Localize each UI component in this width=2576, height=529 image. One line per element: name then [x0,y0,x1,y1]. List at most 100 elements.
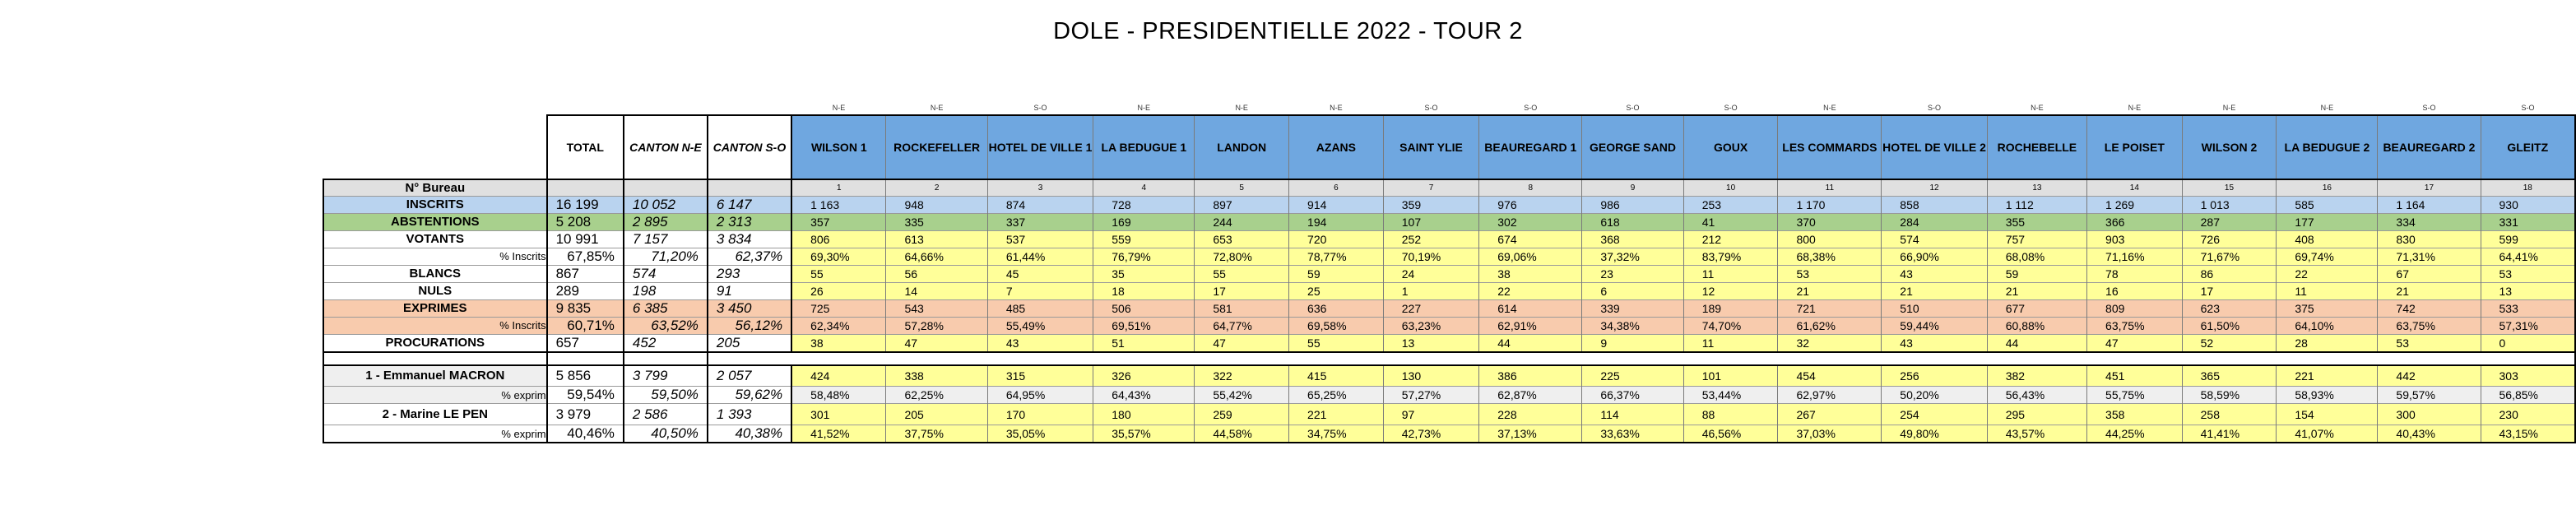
bureau-value: 97 [1382,403,1479,425]
bureau-value: 107 [1382,212,1479,230]
blank-cell [1288,350,1384,365]
bureau-value: 59 [1986,264,2087,282]
bureau-value: 68,08% [1986,247,2087,265]
bureau-value: 258 [2181,403,2277,425]
bureau-value: 17 [2181,281,2277,299]
blank-cell [624,100,708,115]
bureau-value: 366 [2086,212,2183,230]
nuls-canton-so: 91 [706,281,792,299]
bureau-value: 62,87% [1478,386,1582,404]
bureau-zone: S-O [1033,103,1047,112]
bureau-value: 677 [1986,299,2087,317]
header-total: TOTAL [546,114,624,179]
bureau-canton-ne [622,179,708,196]
exprimes-pct-label: % Inscrits [323,316,548,334]
bureau-value: 55,42% [1194,386,1289,404]
bureau-value: 359 [1382,195,1479,213]
blank-cell [1383,350,1479,365]
bureau-name: HOTEL DE VILLE 2 [1881,114,1988,179]
blank-cell [2377,350,2481,365]
bureau-value: 228 [1478,403,1582,425]
bureau-value: 254 [1881,403,1988,425]
bureau-value: 170 [986,403,1093,425]
bureau-value: 78,77% [1288,247,1384,265]
bureau-value: 55 [1194,264,1289,282]
bureau-value: 510 [1881,299,1988,317]
bureau-value: 40,43% [2377,425,2481,443]
blank-cell [2276,350,2378,365]
bureau-value: 56 [885,264,988,282]
bureau-value: 58,93% [2276,386,2378,404]
bureau-value: 726 [2181,230,2277,248]
bureau-total [546,179,624,196]
bureau-value: 1 170 [1777,195,1882,213]
bureau-value: 725 [791,299,886,317]
bureau-value: 28 [2276,333,2378,352]
lepen-canton-ne: 2 586 [622,403,708,425]
bureau-value: 67 [2377,264,2481,282]
bureau-value: 11 [1683,333,1778,352]
bureau-value: 43,57% [1986,425,2087,443]
bureau-value: 69,74% [2276,247,2378,265]
abstentions-label: ABSTENTIONS [323,212,548,230]
row-votants-pct: % Inscrits 67,85% 71,20% 62,37% 69,30% 64,66%… [323,247,2576,265]
bureau-value: 244 [1194,212,1289,230]
bureau-value: 252 [1382,230,1479,248]
inscrits-total: 16 199 [546,195,624,213]
bureau-name: AZANS [1288,114,1384,179]
bureau-value: 22 [1478,281,1582,299]
bureau-value: 221 [1288,403,1384,425]
bureau-label: N° Bureau [323,179,548,196]
blank-cell [1194,350,1289,365]
bureau-value: 0 [2480,333,2576,352]
bureau-value: 205 [885,403,988,425]
bureau-value: 64,10% [2276,316,2378,334]
bureau-value: 55,75% [2086,386,2183,404]
bureau-zone: S-O [1524,103,1538,112]
bureau-name: GLEITZ [2480,114,2576,179]
row-bureau: N° Bureau 1 2 3 4 5 6 7 8 9 10 11 12 13 14 15 16 17 18 [323,179,2576,196]
bureau-value: 53 [2377,333,2481,352]
bureau-value: 189 [1683,299,1778,317]
bureau-value: 335 [885,212,988,230]
row-lepen: 2 - Marine LE PEN 3 979 2 586 1 393 301 205 17… [323,403,2576,425]
blank-cell [1581,350,1684,365]
bureau-value: 64,43% [1093,386,1195,404]
exprimes-pct-canton-ne: 63,52% [622,316,708,334]
bureau-value: 7 [986,281,1093,299]
votants-label: VOTANTS [323,230,548,248]
bureau-value: 295 [1986,403,2087,425]
blank-cell [545,350,624,365]
bureau-name: LA BEDUGUE 1 [1093,114,1195,179]
bureau-value: 44 [1986,333,2087,352]
bureau-value: 415 [1288,364,1384,387]
bureau-value: 47 [1194,333,1289,352]
bureau-value: 585 [2276,195,2378,213]
bureau-value: 53,44% [1683,386,1778,404]
bureau-value: 61,50% [2181,316,2277,334]
bureau-value: 34,75% [1288,425,1384,443]
bureau-value: 56,43% [1986,386,2087,404]
bureau-value: 897 [1194,195,1289,213]
bureau-value: 334 [2377,212,2481,230]
bureau-value: 44,25% [2086,425,2183,443]
inscrits-label: INSCRITS [323,195,548,213]
bureau-value: 485 [986,299,1093,317]
bureau-value: 18 [1093,281,1195,299]
lepen-pct-canton-so: 40,38% [706,425,792,443]
nuls-total: 289 [546,281,624,299]
bureau-zone: N-E [1330,103,1343,112]
bureau-number: 15 [2181,179,2277,196]
header-canton-so: CANTON S-O [706,114,792,179]
bureau-zone: S-O [1626,103,1640,112]
row-exprimes: EXPRIMES 9 835 6 385 3 450 725 543 485 506 581 63… [323,299,2576,317]
bureau-value: 375 [2276,299,2378,317]
procurations-total: 657 [546,333,624,352]
bureau-number: 12 [1881,179,1988,196]
bureau-zone: N-E [2222,103,2236,112]
bureau-value: 65,25% [1288,386,1384,404]
bureau-value: 58,48% [791,386,886,404]
blank-cell [1478,350,1582,365]
bureau-number: 4 [1093,179,1195,196]
bureau-name: WILSON 1 [791,114,886,179]
